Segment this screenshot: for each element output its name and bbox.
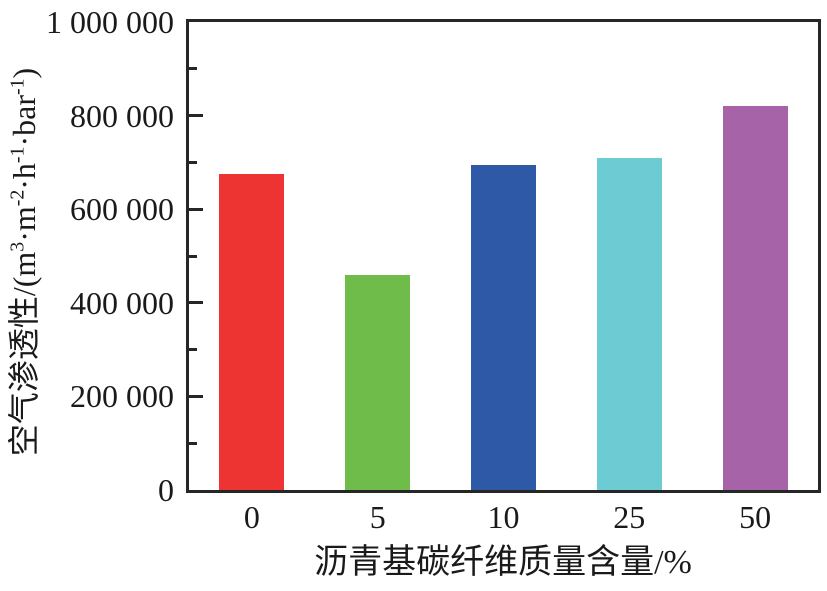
y-axis-tick-labels: 0 200 000 400 000 600 000 800 000 1 000 000	[0, 6, 174, 506]
x-tick-label: 5	[369, 499, 386, 535]
x-tick-label: 50	[739, 499, 772, 535]
x-tick-label: 25	[613, 499, 646, 535]
y-major-tick	[189, 114, 203, 118]
y-minor-tick	[189, 67, 197, 71]
bar-25	[596, 157, 662, 490]
bar-0	[219, 174, 285, 490]
x-axis-title: 沥青基碳纤维质量含量/%	[314, 544, 692, 581]
x-tick-label: 0	[243, 499, 260, 535]
y-minor-tick	[189, 160, 197, 164]
y-tick-label: 600 000	[70, 191, 174, 228]
bar-50	[722, 106, 788, 490]
y-tick-label: 0	[158, 472, 174, 508]
y-tick-label: 800 000	[70, 97, 174, 134]
y-major-tick	[189, 394, 203, 398]
x-tick-label: 10	[487, 499, 520, 535]
y-tick-label: 1 000 000	[46, 4, 174, 40]
y-tick-label: 400 000	[70, 284, 174, 321]
y-tick-label: 200 000	[70, 378, 174, 415]
y-major-tick	[189, 301, 203, 305]
x-axis-tick-labels: 0 5 10 25 50	[189, 492, 818, 536]
plot-area	[186, 19, 821, 493]
bar-5	[345, 274, 411, 490]
y-minor-tick	[189, 348, 197, 352]
y-minor-tick	[189, 254, 197, 258]
y-minor-tick	[189, 441, 197, 445]
y-major-tick	[189, 207, 203, 211]
bar-10	[471, 164, 536, 490]
